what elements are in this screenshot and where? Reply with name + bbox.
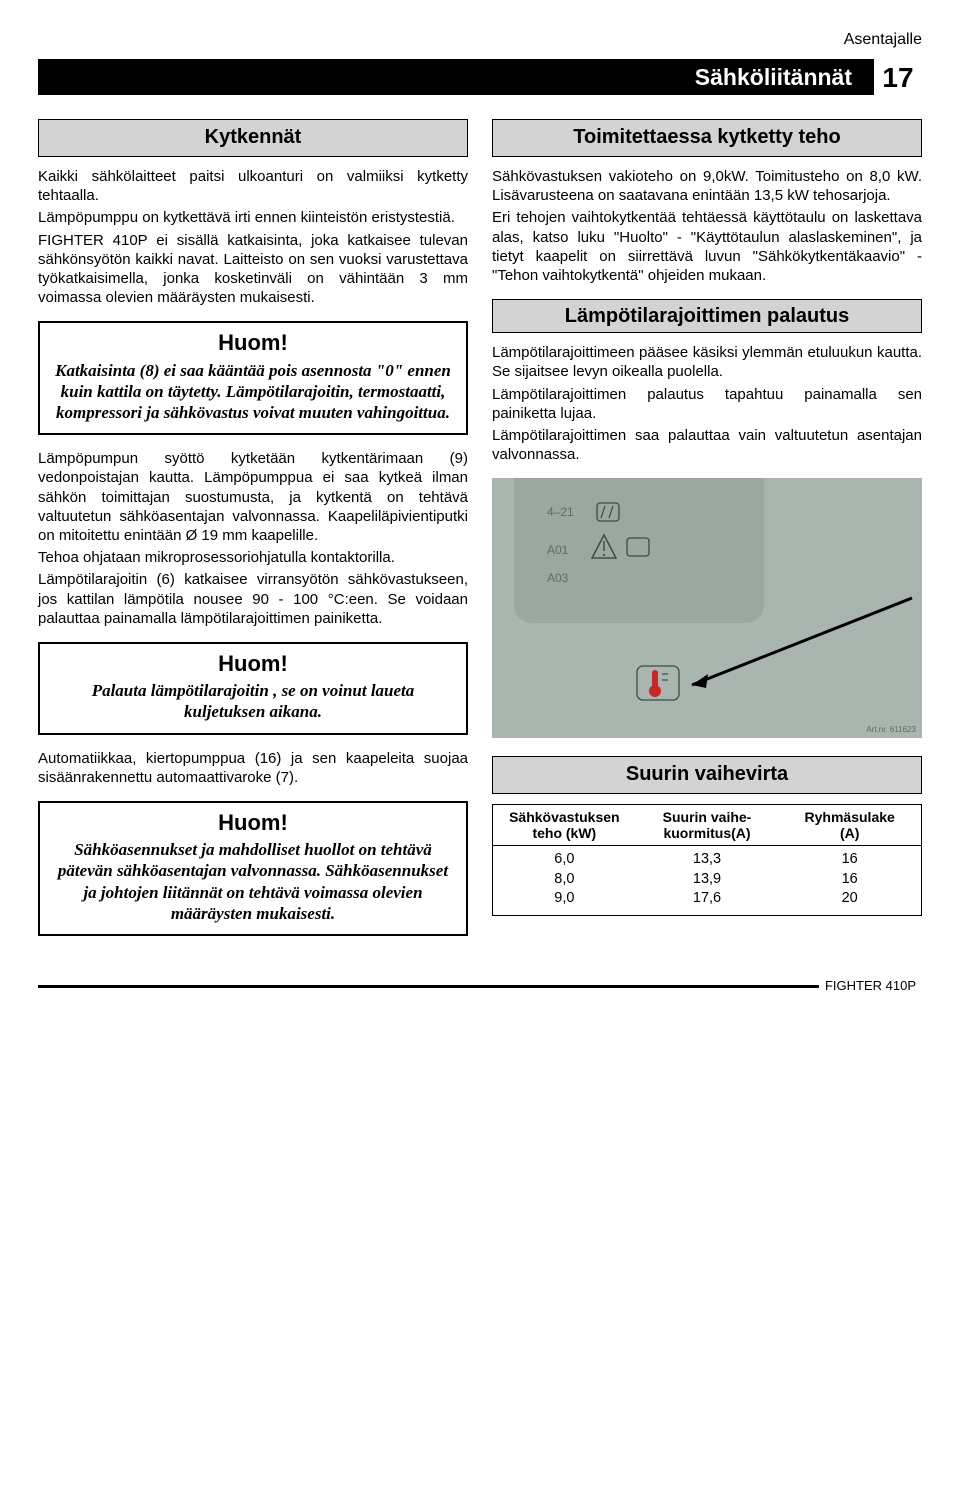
table-cell: 16 — [778, 870, 921, 890]
para: Lämpötilarajoittimen saa palauttaa vain … — [492, 426, 922, 464]
section-title-suurin: Suurin vaihevirta — [492, 756, 922, 794]
col-header-kw: Sähkövastuksen teho (kW) — [493, 805, 636, 845]
table-cell: 13,3 — [636, 850, 779, 870]
left-mid-text: Lämpöpumpun syöttö kytketään kytkentärim… — [38, 449, 468, 628]
page-number-box: 17 — [874, 53, 922, 101]
huom-title: Huom! — [50, 809, 456, 837]
left-column: Kytkennät Kaikki sähkölaitteet paitsi ul… — [38, 119, 468, 950]
header-bar: Sähköliitännät 17 — [38, 53, 922, 101]
col-header-load: Suurin vaihe- kuormitus(A) — [636, 805, 779, 845]
left-lower-text: Automatiikkaa, kiertopumppua (16) ja sen… — [38, 749, 468, 787]
section-title-toimitettaessa: Toimitettaessa kytketty teho — [492, 119, 922, 157]
phase-current-table: Sähkövastuksen teho (kW) Suurin vaihe- k… — [492, 804, 922, 916]
label-421: 4–21 — [547, 505, 574, 519]
huom-body: Palauta lämpötilarajoitin , se on voinut… — [50, 680, 456, 723]
art-number: Art.nr. 611623 — [866, 725, 916, 734]
header-black-bar: Sähköliitännät — [38, 59, 874, 95]
huom-note-1: Huom! Katkaisinta (8) ei saa kääntää poi… — [38, 321, 468, 435]
control-panel-diagram: 4–21 A01 A03 — [492, 478, 922, 738]
col-header-fuse: Ryhmäsulake (A) — [778, 805, 921, 845]
table-cell: 17,6 — [636, 889, 779, 909]
table-cell: 6,0 — [493, 850, 636, 870]
para: Eri tehojen vaihtokytkentää tehtäessä kä… — [492, 208, 922, 285]
huom-title: Huom! — [50, 329, 456, 357]
panel-svg: 4–21 A01 A03 — [492, 478, 922, 738]
para: Sähkövastuksen vakioteho on 9,0kW. Toimi… — [492, 167, 922, 205]
para: Tehoa ohjataan mikroprosessoriohjatulla … — [38, 548, 468, 567]
audience-label: Asentajalle — [38, 30, 922, 50]
two-column-layout: Kytkennät Kaikki sähkölaitteet paitsi ul… — [38, 119, 922, 950]
col-header-line: Suurin vaihe- — [663, 809, 752, 825]
huom-note-3: Huom! Sähköasennukset ja mahdolliset huo… — [38, 801, 468, 936]
table-cell: 9,0 — [493, 889, 636, 909]
table-col-fuse: 16 16 20 — [778, 850, 921, 909]
para: Lämpötilarajoitin (6) katkaisee virransy… — [38, 570, 468, 628]
table-header-row: Sähkövastuksen teho (kW) Suurin vaihe- k… — [493, 805, 921, 846]
para: Lämpötilarajoittimen palautus tapahtuu p… — [492, 385, 922, 423]
para: Automatiikkaa, kiertopumppua (16) ja sen… — [38, 749, 468, 787]
section-title-lampotila: Lämpötilarajoittimen palautus — [492, 299, 922, 333]
table-body: 6,0 8,0 9,0 13,3 13,9 17,6 16 16 20 — [493, 846, 921, 915]
thermo-bulb — [649, 685, 661, 697]
table-cell: 8,0 — [493, 870, 636, 890]
col-header-line: teho (kW) — [532, 825, 596, 841]
col-header-line: Sähkövastuksen — [509, 809, 620, 825]
right-sec2-text: Lämpötilarajoittimeen pääsee käsiksi yle… — [492, 343, 922, 464]
para: FIGHTER 410P ei sisällä katkaisinta, jok… — [38, 231, 468, 308]
table-col-kw: 6,0 8,0 9,0 — [493, 850, 636, 909]
warning-exclaim-dot — [603, 554, 605, 556]
right-column: Toimitettaessa kytketty teho Sähkövastuk… — [492, 119, 922, 950]
table-cell: 20 — [778, 889, 921, 909]
col-header-line: kuormitus(A) — [663, 825, 750, 841]
footer-line — [38, 985, 819, 988]
para: Lämpötilarajoittimeen pääsee käsiksi yle… — [492, 343, 922, 381]
huom-body: Sähköasennukset ja mahdolliset huollot o… — [50, 839, 456, 924]
label-a03: A03 — [547, 571, 569, 585]
left-intro-text: Kaikki sähkölaitteet paitsi ulkoanturi o… — [38, 167, 468, 307]
table-col-load: 13,3 13,9 17,6 — [636, 850, 779, 909]
para: Lämpöpumppu on kytkettävä irti ennen kii… — [38, 208, 468, 227]
header-title: Sähköliitännät — [695, 63, 852, 92]
para: Kaikki sähkölaitteet paitsi ulkoanturi o… — [38, 167, 468, 205]
right-sec1-text: Sähkövastuksen vakioteho on 9,0kW. Toimi… — [492, 167, 922, 285]
section-title-kytkennat: Kytkennät — [38, 119, 468, 157]
label-a01: A01 — [547, 543, 569, 557]
col-header-line: (A) — [840, 825, 859, 841]
para: Lämpöpumpun syöttö kytketään kytkentärim… — [38, 449, 468, 545]
col-header-line: Ryhmäsulake — [805, 809, 895, 825]
footer-model-name: FIGHTER 410P — [819, 978, 922, 995]
page: Asentajalle Sähköliitännät 17 Kytkennät … — [0, 0, 960, 1015]
footer-bar: FIGHTER 410P — [38, 978, 922, 995]
huom-title: Huom! — [50, 650, 456, 678]
table-cell: 16 — [778, 850, 921, 870]
huom-body: Katkaisinta (8) ei saa kääntää pois asen… — [50, 360, 456, 424]
table-cell: 13,9 — [636, 870, 779, 890]
huom-note-2: Huom! Palauta lämpötilarajoitin , se on … — [38, 642, 468, 735]
